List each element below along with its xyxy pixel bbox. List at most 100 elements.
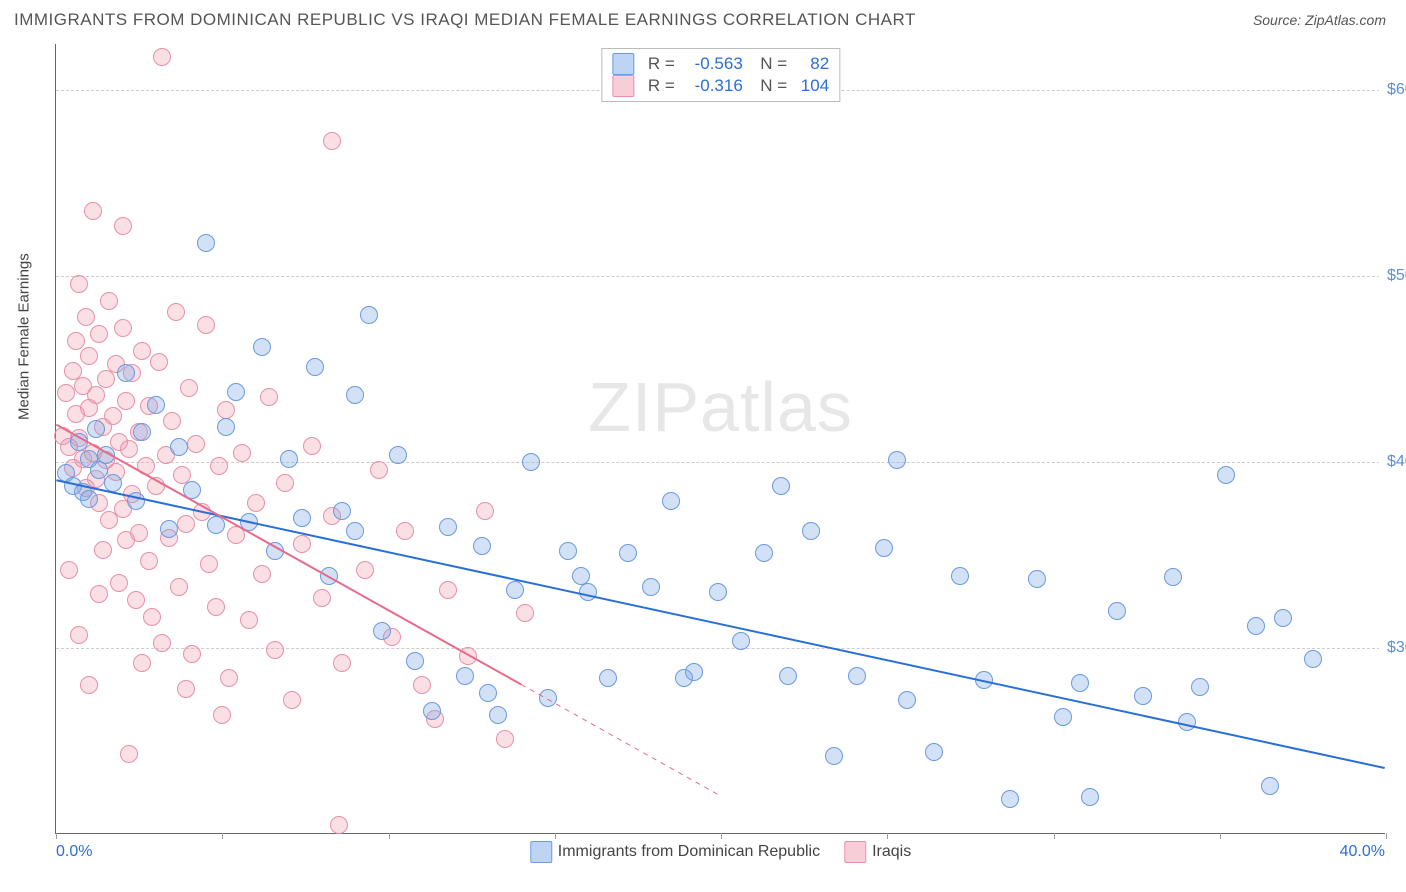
data-point-iraqi [439,581,457,599]
legend-item-dominican: Immigrants from Dominican Republic [530,841,820,863]
swatch-dominican [612,53,634,75]
data-point-dominican [579,583,597,601]
data-point-dominican [183,481,201,499]
data-point-iraqi [247,494,265,512]
data-point-iraqi [356,561,374,579]
data-point-iraqi [80,347,98,365]
data-point-iraqi [133,342,151,360]
data-point-iraqi [333,654,351,672]
grid-line [56,462,1385,463]
data-point-dominican [1247,617,1265,635]
y-axis-label: Median Female Earnings [16,253,33,420]
data-point-dominican [217,418,235,436]
data-point-iraqi [180,379,198,397]
data-point-iraqi [303,437,321,455]
data-point-dominican [456,667,474,685]
data-point-iraqi [217,401,235,419]
data-point-dominican [599,669,617,687]
data-point-iraqi [127,591,145,609]
data-point-dominican [160,520,178,538]
x-tick [1220,833,1221,839]
swatch-dominican [530,841,552,863]
data-point-dominican [506,581,524,599]
data-point-iraqi [210,457,228,475]
data-point-iraqi [197,316,215,334]
data-point-dominican [473,537,491,555]
data-point-iraqi [120,745,138,763]
data-point-dominican [147,396,165,414]
data-point-dominican [522,453,540,471]
chart-title: IMMIGRANTS FROM DOMINICAN REPUBLIC VS IR… [14,10,916,30]
data-point-iraqi [330,816,348,834]
data-point-dominican [197,234,215,252]
data-point-dominican [389,446,407,464]
data-point-iraqi [70,275,88,293]
legend-row-dominican: R =-0.563 N =82 [612,53,829,75]
data-point-iraqi [459,647,477,665]
data-point-dominican [423,702,441,720]
data-point-dominican [619,544,637,562]
data-point-dominican [266,542,284,560]
data-point-dominican [825,747,843,765]
y-tick-label: $50,000 [1379,267,1406,285]
data-point-iraqi [370,461,388,479]
data-point-dominican [346,386,364,404]
data-point-iraqi [220,669,238,687]
legend-item-iraqi: Iraqis [844,841,911,863]
data-point-dominican [406,652,424,670]
data-point-iraqi [153,48,171,66]
data-point-iraqi [100,292,118,310]
data-point-iraqi [150,353,168,371]
data-point-iraqi [133,654,151,672]
data-point-iraqi [67,332,85,350]
data-point-iraqi [143,608,161,626]
data-point-dominican [127,492,145,510]
data-point-iraqi [313,589,331,607]
data-point-dominican [117,364,135,382]
data-point-iraqi [293,535,311,553]
data-point-iraqi [140,552,158,570]
data-point-dominican [1054,708,1072,726]
data-point-dominican [253,338,271,356]
data-point-dominican [559,542,577,560]
data-point-iraqi [153,634,171,652]
data-point-dominican [207,516,225,534]
x-tick [56,833,57,839]
data-point-iraqi [80,676,98,694]
data-point-dominican [104,474,122,492]
data-point-dominican [320,567,338,585]
data-point-iraqi [87,386,105,404]
x-tick [1386,833,1387,839]
data-point-iraqi [77,308,95,326]
data-point-iraqi [323,132,341,150]
data-point-dominican [1178,713,1196,731]
data-point-dominican [1164,568,1182,586]
data-point-iraqi [177,680,195,698]
data-point-dominican [925,743,943,761]
y-tick-label: $60,000 [1379,81,1406,99]
data-point-iraqi [240,611,258,629]
data-point-dominican [662,492,680,510]
data-point-dominican [133,423,151,441]
data-point-iraqi [233,444,251,462]
scatter-chart: ZIPatlas R =-0.563 N =82 R =-0.316 N =10… [55,44,1385,834]
data-point-iraqi [200,555,218,573]
data-point-iraqi [276,474,294,492]
x-tick [389,833,390,839]
data-point-dominican [848,667,866,685]
data-point-dominican [280,450,298,468]
data-point-iraqi [114,217,132,235]
data-point-dominican [755,544,773,562]
data-point-dominican [227,383,245,401]
data-point-iraqi [147,477,165,495]
grid-line [56,648,1385,649]
data-point-iraqi [90,585,108,603]
data-point-iraqi [253,565,271,583]
data-point-dominican [1071,674,1089,692]
data-point-dominican [170,438,188,456]
data-point-dominican [240,513,258,531]
swatch-iraqi [612,75,634,97]
data-point-dominican [1191,678,1209,696]
data-point-dominican [772,477,790,495]
y-tick-label: $30,000 [1379,639,1406,657]
